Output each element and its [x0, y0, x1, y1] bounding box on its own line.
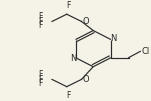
Text: O: O [82, 75, 89, 84]
Text: F: F [38, 75, 42, 84]
Text: F: F [66, 1, 71, 10]
Text: F: F [38, 70, 42, 79]
Text: F: F [38, 17, 42, 26]
Text: F: F [38, 79, 42, 88]
Text: O: O [82, 17, 89, 26]
Text: F: F [38, 22, 42, 31]
Text: N: N [110, 34, 117, 43]
Text: Cl: Cl [141, 47, 149, 56]
Text: N: N [70, 55, 76, 64]
Text: F: F [66, 91, 71, 100]
Text: F: F [38, 12, 42, 21]
